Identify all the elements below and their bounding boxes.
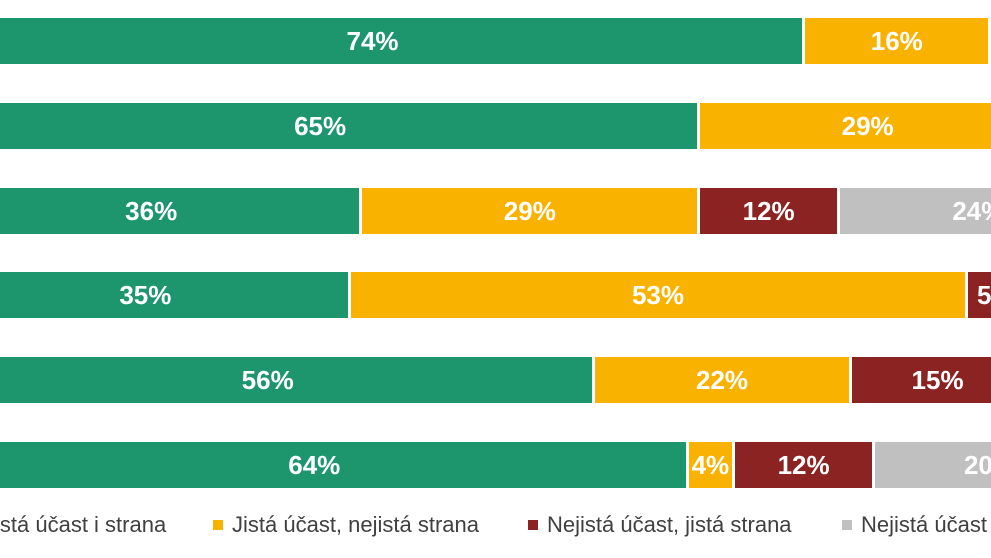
bar-segment: 15% [851,357,991,403]
bar-segment: 29% [362,188,701,234]
data-label: 36% [125,195,178,226]
chart-legend: Jistá účast i strana Jistá účast, nejistá… [0,506,991,546]
bar-segment: 65% [0,103,701,149]
data-label: 24% [952,195,991,226]
data-label: 35% [119,279,172,310]
legend-item: Nejistá účast, jistá strana [528,512,792,538]
bar-segment: 5% [968,272,991,318]
bar-segment: 64% [0,442,689,488]
legend-swatch [528,520,538,530]
data-label: 12% [742,195,795,226]
data-label: 15% [911,364,964,395]
bar-segment: 20% [875,442,991,488]
data-label: 22% [696,364,749,395]
legend-label: Jistá účast i strana [0,512,167,537]
data-label: 12% [777,449,830,480]
data-label: 4% [691,449,730,480]
bar-segment: 74% [0,18,806,64]
legend-swatch [213,520,223,530]
legend-label: Nejistá účast, jistá strana [547,512,792,537]
data-label: 65% [294,110,347,141]
bar-segment: 36% [0,188,363,234]
bar-segment: 16% [805,18,991,64]
bar-segment: 35% [0,272,351,318]
legend-item: Jistá účast, nejistá strana [213,512,479,538]
bar-segment: 12% [735,442,875,488]
data-label: 56% [241,364,294,395]
bar-segment: 12% [700,188,841,234]
bar-segment: 56% [0,357,596,403]
data-label: 64% [288,449,341,480]
stacked-bar-chart: 74% 16% 65% 29% 36% 29% 12% 24% 35% 53% 5% 56% 22% 15… [0,18,991,488]
data-label: 74% [346,25,399,56]
legend-item: Jistá účast i strana [0,512,166,538]
data-label: 20% [963,449,991,480]
legend-item: Nejistá účast [842,512,987,538]
data-label: 53% [631,279,684,310]
bar-segment: 24% [840,188,991,234]
bar-segment: 22% [595,357,852,403]
legend-swatch [842,520,852,530]
data-label: 29% [841,110,894,141]
bar-segment: 4% [688,442,736,488]
bar-segment: 53% [350,272,969,318]
data-label: 16% [870,25,923,56]
data-label: 29% [503,195,556,226]
legend-label: Jistá účast, nejistá strana [232,512,480,537]
data-label: 5% [977,279,991,310]
bar-segment: 29% [700,103,991,149]
legend-label: Nejistá účast [861,512,987,537]
